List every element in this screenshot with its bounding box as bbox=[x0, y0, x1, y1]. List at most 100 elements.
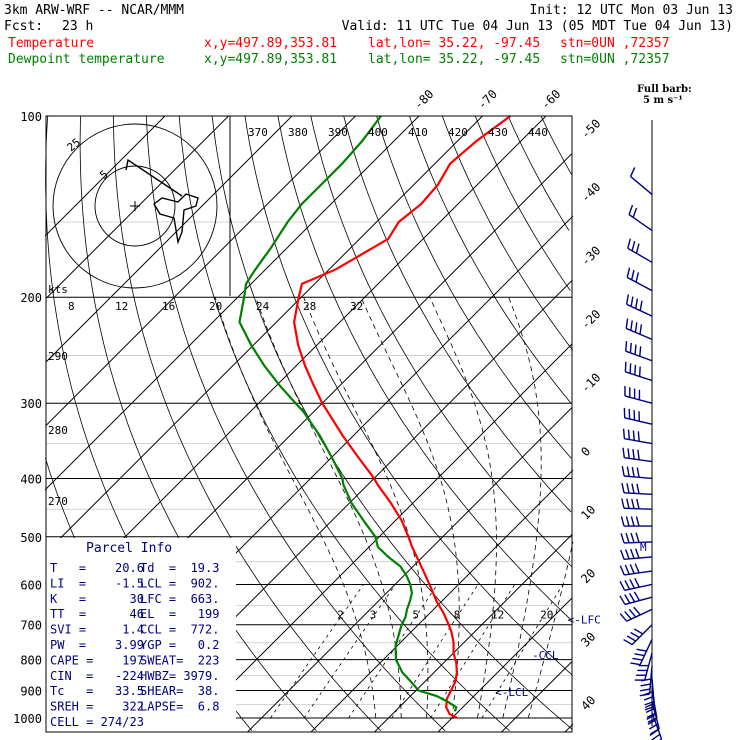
dry-adiabat-line bbox=[474, 115, 571, 291]
isotherm-line bbox=[437, 597, 573, 733]
isotherm-line bbox=[374, 533, 573, 733]
wind-barb-flag bbox=[622, 428, 626, 439]
wind-barb-flag bbox=[620, 516, 625, 527]
mixing-ratio-line bbox=[391, 584, 479, 719]
mixing-ratio-label: 8 bbox=[454, 609, 461, 622]
theta-label: 430 bbox=[488, 126, 508, 139]
pressure-tick-label: 400 bbox=[20, 472, 42, 486]
parcel-row-right: SWEAT= 223 bbox=[140, 653, 219, 667]
temperature-legend: Temperature bbox=[8, 36, 94, 51]
pressure-tick-label: 1000 bbox=[13, 712, 42, 726]
temperature-latlon: lat,lon= 35.22, -97.45 bbox=[368, 36, 540, 51]
wind-barb-flag bbox=[634, 563, 640, 574]
pressure-tick-label: 700 bbox=[20, 619, 42, 633]
profile-series: -ELM<-LFC-CCL<-LCL bbox=[238, 115, 647, 719]
wind-barb-flag bbox=[624, 361, 627, 372]
wind-barb-flag bbox=[629, 578, 636, 589]
mixing-ratio-label: 12 bbox=[491, 609, 504, 622]
wind-barb-flag bbox=[619, 565, 625, 576]
dry-adiabat-line bbox=[507, 115, 570, 231]
wind-barb bbox=[627, 247, 653, 263]
wind-barb-flag bbox=[619, 613, 628, 622]
wind-barb-flag bbox=[631, 466, 635, 477]
wind-barb bbox=[626, 303, 653, 317]
mixing-ratio-label: 3 bbox=[370, 609, 377, 622]
parcel-row-left: CELL = 274/23 bbox=[50, 715, 144, 729]
dry-adiabat-line bbox=[277, 115, 573, 622]
wind-barb-flag bbox=[625, 532, 630, 543]
wind-barb-flag bbox=[636, 648, 647, 652]
isotherm-line bbox=[46, 115, 483, 553]
wind-barb-flag bbox=[634, 322, 638, 333]
parcel-info-panel bbox=[46, 538, 236, 732]
wind-barb bbox=[625, 327, 653, 341]
wind-barb bbox=[624, 492, 653, 495]
forecast-label: Fcst: bbox=[4, 19, 43, 34]
dry-adiabat-line bbox=[343, 115, 572, 513]
isotherm-line bbox=[45, 115, 293, 363]
mixing-ratio-line bbox=[303, 584, 396, 719]
wind-barb bbox=[624, 475, 653, 480]
pressure-tick-label: 300 bbox=[20, 397, 42, 411]
kts-scale-label: 16 bbox=[162, 300, 175, 313]
wind-barb-flag bbox=[651, 733, 661, 740]
level-label: <-LFC bbox=[568, 613, 601, 626]
isotherm-line bbox=[310, 469, 574, 733]
dry-adiabat-line bbox=[540, 115, 572, 175]
wind-barb-flag bbox=[630, 296, 634, 307]
theta-label: 420 bbox=[448, 126, 468, 139]
wind-barb-flag bbox=[646, 713, 656, 720]
dewpoint-station: stn=0UN ,72357 bbox=[560, 52, 670, 67]
wind-barb-flag bbox=[633, 628, 644, 635]
isotherms bbox=[44, 115, 574, 733]
wind-barb-flag bbox=[621, 482, 625, 493]
theta-label: 400 bbox=[368, 126, 388, 139]
dry-adiabat-line bbox=[113, 115, 381, 732]
wind-barb-flag bbox=[643, 690, 654, 696]
temperature-tick-label: 0 bbox=[578, 444, 593, 459]
wind-barb-flag bbox=[628, 204, 634, 215]
wind-barb-flag bbox=[630, 516, 635, 527]
parcel-row-left: LI = -1.5 bbox=[50, 576, 144, 590]
parcel-row-left: SVI = 1.4 bbox=[50, 623, 144, 637]
theta-label-left: 280 bbox=[48, 424, 68, 437]
isotherm-line bbox=[45, 115, 547, 617]
mixing-ratio-line bbox=[481, 584, 564, 719]
wind-barb-flag bbox=[631, 240, 636, 251]
pressure-tick-label: 500 bbox=[20, 531, 42, 545]
wind-barb-flag bbox=[625, 549, 630, 560]
temperature-station: stn=0UN ,72357 bbox=[560, 36, 670, 51]
wind-barb-flag bbox=[627, 429, 631, 440]
parcel-row-right: CCL = 772. bbox=[140, 623, 219, 637]
dry-adiabat-line bbox=[244, 115, 574, 676]
theta-label-left: 270 bbox=[48, 495, 68, 508]
parcel-row-left: T = 20.6 bbox=[50, 561, 144, 575]
level-label: M bbox=[640, 541, 647, 554]
wind-barb-flag bbox=[626, 466, 630, 477]
wind-barb-flag bbox=[630, 320, 633, 331]
wind-barb-flag bbox=[620, 549, 625, 560]
wind-barb-flag bbox=[633, 591, 641, 601]
pressure-tick-label: 800 bbox=[20, 654, 42, 668]
kts-scale-label: 20 bbox=[209, 300, 222, 313]
wind-barb-flag bbox=[619, 581, 626, 591]
wind-barb-flag bbox=[634, 298, 639, 309]
wind-barb-flag bbox=[634, 548, 640, 559]
wind-barb-flag bbox=[632, 657, 643, 661]
wind-barb-flag bbox=[622, 447, 625, 458]
temperature-tick-label: -20 bbox=[578, 307, 603, 332]
wind-barb-flag bbox=[625, 516, 630, 527]
hodograph-ring-label: 5 bbox=[97, 168, 110, 182]
temperature-tick-label: 40 bbox=[578, 693, 598, 713]
wind-barb-flag bbox=[637, 449, 640, 460]
wind-barb-flag bbox=[623, 638, 633, 646]
temperature-tick-label: -10 bbox=[578, 370, 603, 395]
wind-barb-flag bbox=[626, 498, 630, 509]
parcel-row-left: SREH = 322 bbox=[50, 700, 144, 714]
dewpoint-xy: x,y=497.89,353.81 bbox=[204, 52, 337, 67]
isotherm-line bbox=[44, 115, 420, 491]
theta-label: 390 bbox=[328, 126, 348, 139]
wind-barb-flag bbox=[624, 594, 631, 604]
wind-barb-flag bbox=[627, 448, 630, 459]
wind-barb bbox=[625, 371, 653, 382]
